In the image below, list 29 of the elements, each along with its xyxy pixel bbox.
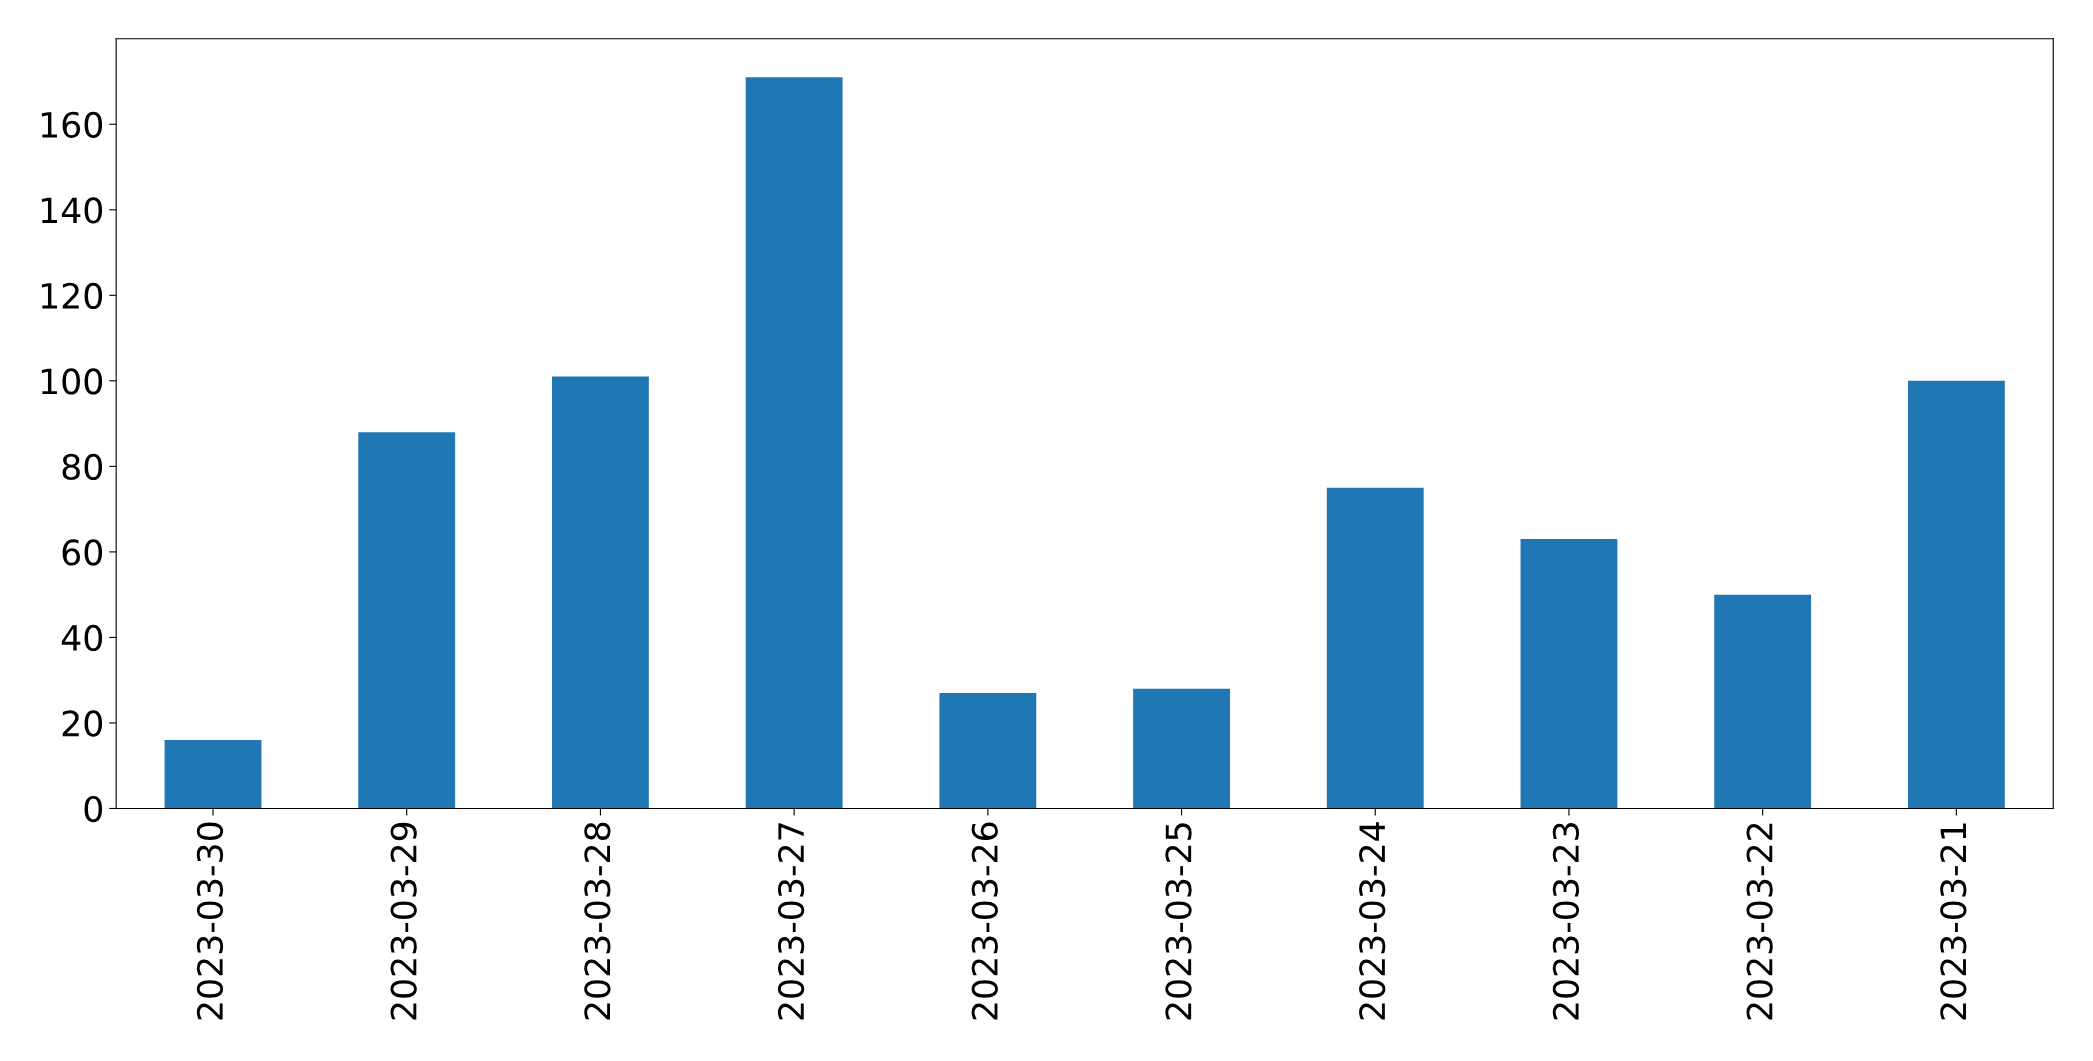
bar: [164, 740, 262, 809]
y-tick-label: 120: [41, 282, 103, 309]
y-tick-label: 0: [84, 795, 103, 823]
bar: [1520, 539, 1618, 809]
x-tick-label: 2023-03-21: [1940, 823, 1967, 1020]
bar: [1714, 594, 1812, 809]
bar: [1907, 380, 2005, 809]
x-tick-label: 2023-03-29: [390, 822, 417, 1020]
x-tick-label: 2023-03-24: [1359, 822, 1386, 1020]
x-tick-label: 2023-03-23: [1552, 823, 1580, 1020]
y-tick-label: 80: [62, 453, 103, 481]
y-tick-label: 100: [41, 368, 103, 395]
bar: [939, 693, 1037, 809]
bar: [1133, 688, 1230, 809]
y-tick-label: 20: [62, 710, 103, 737]
x-tick-label: 2023-03-28: [584, 822, 611, 1020]
x-tick-label: 2023-03-27: [777, 823, 805, 1020]
bar: [552, 376, 649, 809]
x-tick-label: 2023-03-25: [1165, 823, 1192, 1020]
x-tick-label: 2023-03-30: [196, 822, 224, 1020]
y-tick-label: 140: [41, 197, 103, 224]
bar: [1326, 487, 1424, 809]
bar: [358, 432, 456, 809]
y-tick-label: 40: [61, 624, 103, 652]
y-tick-label: 60: [62, 539, 103, 566]
x-tick-label: 2023-03-26: [971, 822, 998, 1020]
bar: [745, 77, 843, 809]
x-tick-label: 2023-03-22: [1746, 823, 1773, 1020]
y-tick-label: 160: [41, 111, 103, 138]
